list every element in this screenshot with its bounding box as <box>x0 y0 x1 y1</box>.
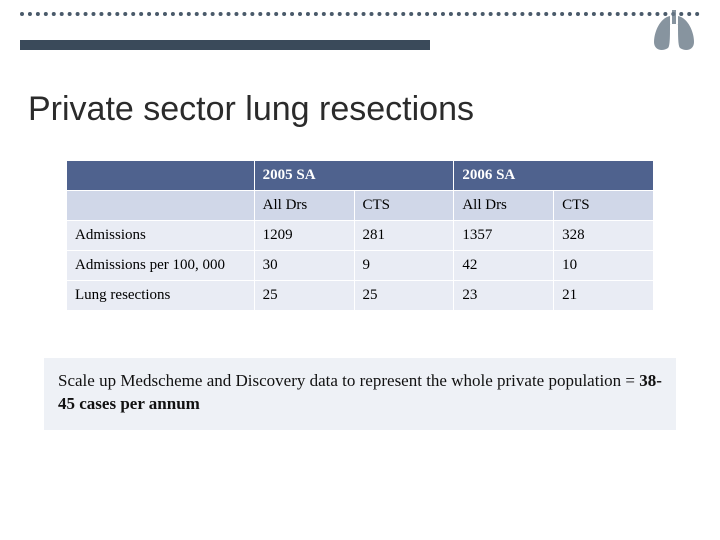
subheader-cell: All Drs <box>254 191 354 221</box>
table-row: Lung resections 25 25 23 21 <box>67 281 654 311</box>
header-year-2005: 2005 SA <box>254 161 454 191</box>
header-year-2006: 2006 SA <box>454 161 654 191</box>
cell: 281 <box>354 221 454 251</box>
header-blank <box>67 161 255 191</box>
table-subheader-row: All Drs CTS All Drs CTS <box>67 191 654 221</box>
cell: 1357 <box>454 221 554 251</box>
table-row: Admissions 1209 281 1357 328 <box>67 221 654 251</box>
lungs-icon <box>646 6 702 54</box>
cell: 1209 <box>254 221 354 251</box>
cell: 21 <box>554 281 654 311</box>
subheader-cell: CTS <box>554 191 654 221</box>
caption: Scale up Medscheme and Discovery data to… <box>44 358 676 430</box>
cell: 328 <box>554 221 654 251</box>
cell: 23 <box>454 281 554 311</box>
table-row: Admissions per 100, 000 30 9 42 10 <box>67 251 654 281</box>
header-bar <box>0 0 720 56</box>
table-header-row: 2005 SA 2006 SA <box>67 161 654 191</box>
solid-rule <box>20 40 430 50</box>
cell: 42 <box>454 251 554 281</box>
cell: 30 <box>254 251 354 281</box>
cell: 9 <box>354 251 454 281</box>
cell: 25 <box>354 281 454 311</box>
row-label: Admissions <box>67 221 255 251</box>
subheader-cell: CTS <box>354 191 454 221</box>
subheader-cell: All Drs <box>454 191 554 221</box>
cell: 10 <box>554 251 654 281</box>
subheader-blank <box>67 191 255 221</box>
caption-text: Scale up Medscheme and Discovery data to… <box>58 371 639 390</box>
row-label: Admissions per 100, 000 <box>67 251 255 281</box>
dotted-rule <box>20 12 700 16</box>
page-title: Private sector lung resections <box>28 90 474 129</box>
row-label: Lung resections <box>67 281 255 311</box>
data-table: 2005 SA 2006 SA All Drs CTS All Drs CTS … <box>66 160 654 311</box>
cell: 25 <box>254 281 354 311</box>
